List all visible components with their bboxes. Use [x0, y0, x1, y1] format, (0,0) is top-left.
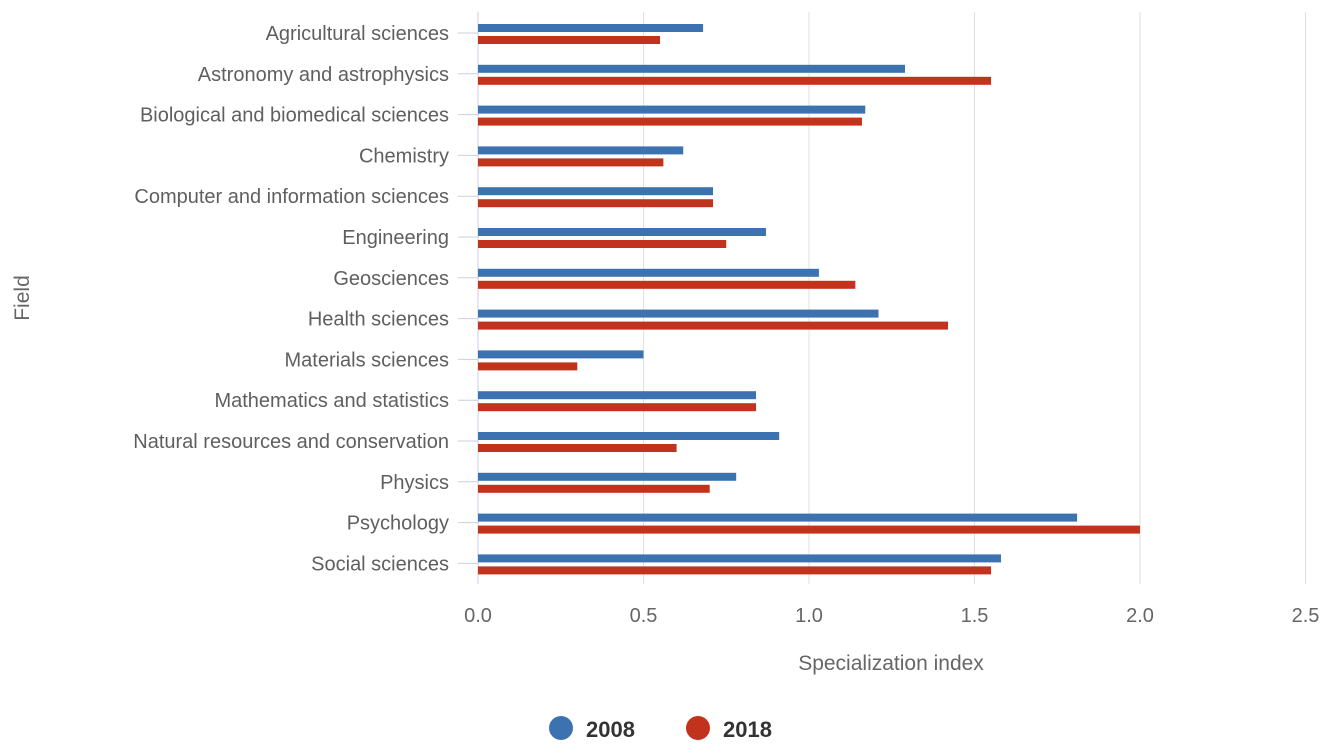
- bar-2008[interactable]: [478, 24, 704, 32]
- legend-marker-2018[interactable]: [686, 716, 710, 740]
- x-tick-label: 0.0: [464, 605, 492, 627]
- bar-2018[interactable]: [478, 158, 664, 167]
- bar-2008[interactable]: [478, 64, 905, 73]
- category-label: Natural resources and conservation: [133, 431, 449, 453]
- category-label: Engineering: [342, 227, 449, 249]
- bar-2018[interactable]: [478, 240, 727, 248]
- y-axis-title: Field: [11, 275, 34, 321]
- x-tick-label: 1.0: [795, 605, 823, 627]
- x-axis-title: Specialization index: [798, 652, 984, 675]
- legend-label-2018[interactable]: 2018: [723, 717, 772, 742]
- bar-2008[interactable]: [478, 554, 1001, 563]
- bar-2008[interactable]: [478, 391, 757, 400]
- bar-2008[interactable]: [478, 187, 714, 196]
- legend-label-2008[interactable]: 2008: [586, 717, 635, 742]
- bar-2018[interactable]: [478, 403, 757, 412]
- bar-2008[interactable]: [478, 472, 737, 481]
- bar-2018[interactable]: [478, 444, 677, 452]
- category-label: Social sciences: [311, 553, 449, 575]
- bar-2018[interactable]: [478, 362, 578, 371]
- category-label: Agricultural sciences: [266, 23, 449, 45]
- bar-2008[interactable]: [478, 105, 866, 114]
- bar-2008[interactable]: [478, 432, 780, 440]
- legend-marker-2008[interactable]: [549, 716, 573, 740]
- x-tick-labels: 0.0 0.5 1.0 1.5 2.0 2.5: [464, 605, 1319, 627]
- x-tick-label: 1.5: [961, 605, 989, 627]
- bar-2008[interactable]: [478, 309, 879, 318]
- bar-2018[interactable]: [478, 76, 992, 85]
- category-label: Computer and information sciences: [134, 186, 449, 208]
- bar-2008[interactable]: [478, 350, 644, 359]
- bars: [478, 24, 1140, 575]
- x-tick-label: 0.5: [630, 605, 658, 627]
- category-label: Psychology: [347, 513, 449, 535]
- category-label: Biological and biomedical sciences: [140, 105, 449, 127]
- bar-2018[interactable]: [478, 36, 661, 44]
- category-label: Chemistry: [359, 145, 449, 167]
- bar-2018[interactable]: [478, 280, 856, 289]
- x-tick-label: 2.5: [1292, 605, 1320, 627]
- bar-2008[interactable]: [478, 268, 819, 277]
- category-labels: Agricultural sciences Astronomy and astro…: [133, 23, 449, 575]
- category-label: Astronomy and astrophysics: [198, 64, 449, 86]
- bar-2018[interactable]: [478, 321, 949, 330]
- bar-2018[interactable]: [478, 566, 992, 575]
- category-label: Health sciences: [308, 309, 449, 331]
- bar-2018[interactable]: [478, 525, 1140, 534]
- bar-2008[interactable]: [478, 146, 684, 155]
- bar-2018[interactable]: [478, 117, 862, 126]
- category-label: Physics: [380, 472, 449, 494]
- category-label: Geosciences: [333, 268, 449, 290]
- category-label: Materials sciences: [284, 349, 449, 371]
- grid-lines: [458, 12, 1306, 584]
- category-label: Mathematics and statistics: [214, 390, 449, 412]
- x-tick-label: 2.0: [1126, 605, 1154, 627]
- bar-2018[interactable]: [478, 484, 710, 493]
- bar-2008[interactable]: [478, 513, 1078, 522]
- bar-2018[interactable]: [478, 199, 714, 208]
- bar-2008[interactable]: [478, 228, 766, 236]
- legend: 2008 2018: [549, 716, 772, 742]
